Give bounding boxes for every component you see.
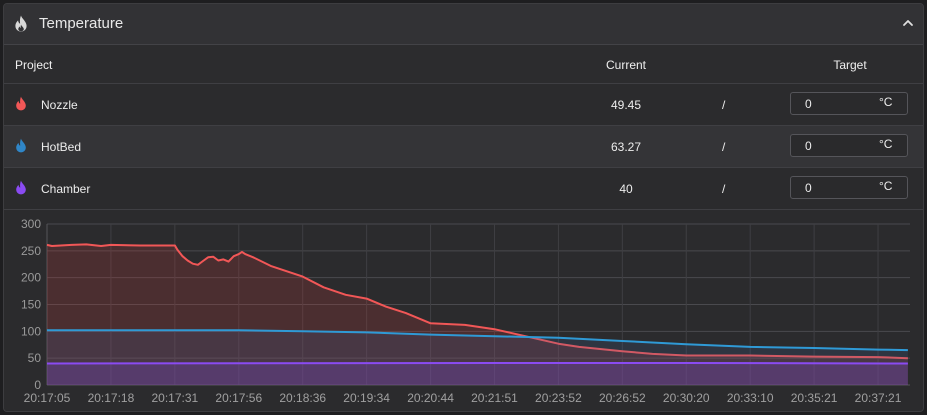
x-tick-label: 20:33:10 (727, 391, 774, 405)
x-tick-label: 20:37:21 (855, 391, 902, 405)
table-row-chamber: Chamber 40 / °C (4, 168, 923, 210)
current-temperature: 63.27 (610, 140, 642, 154)
row-name: Chamber (41, 182, 91, 196)
chamber-area (47, 363, 908, 385)
temperature-chart: 0 50 100 150 200 250 300 20:17:05 20:17:18 20:17:… (4, 210, 923, 411)
y-tick-label: 200 (21, 271, 41, 285)
target-temperature-input[interactable] (791, 93, 871, 114)
separator: / (722, 140, 726, 154)
y-tick-label: 0 (34, 378, 41, 392)
x-tick-label: 20:21:51 (471, 391, 518, 405)
nozzle-flame-icon (15, 96, 27, 114)
hotbed-flame-icon (15, 138, 27, 156)
target-temperature-input[interactable] (791, 177, 871, 198)
chevron-up-icon[interactable] (902, 16, 914, 34)
row-name: Nozzle (41, 98, 78, 112)
separator: / (722, 98, 726, 112)
panel-title: Temperature (39, 15, 124, 32)
unit-label: °C (879, 95, 893, 109)
x-tick-label: 20:35:21 (791, 391, 838, 405)
y-tick-label: 300 (21, 217, 41, 231)
x-tick-label: 20:18:36 (279, 391, 326, 405)
hotbed-series-line (47, 329, 908, 352)
nozzle-area (47, 244, 908, 385)
x-tick-label: 20:23:52 (535, 391, 582, 405)
y-tick-label: 50 (28, 351, 42, 365)
table-row-nozzle: Nozzle 49.45 / °C (4, 84, 923, 126)
unit-label: °C (879, 137, 893, 151)
table-header: Project Current Target (4, 45, 923, 84)
x-tick-label: 20:26:52 (599, 391, 646, 405)
column-header-target: Target (833, 58, 867, 72)
separator: / (722, 182, 726, 196)
hotbed-area (47, 330, 908, 385)
chamber-flame-icon (15, 180, 27, 198)
x-tick-label: 20:17:56 (215, 391, 262, 405)
target-temperature-field[interactable]: °C (790, 134, 908, 157)
column-header-project: Project (15, 58, 53, 72)
table-row-hotbed: HotBed 63.27 / °C (4, 126, 923, 168)
row-name: HotBed (41, 140, 82, 154)
target-temperature-field[interactable]: °C (790, 176, 908, 199)
flame-icon (14, 15, 28, 37)
x-tick-label: 20:17:31 (151, 391, 198, 405)
current-temperature: 40 (619, 182, 633, 196)
y-tick-label: 150 (21, 298, 41, 312)
unit-label: °C (879, 179, 893, 193)
chamber-series-line (46, 362, 908, 365)
temperature-chart-svg: 0 50 100 150 200 250 300 20:17:05 20:17:18 20:17:… (21, 217, 910, 405)
y-tick-label: 250 (21, 244, 41, 258)
column-header-current: Current (605, 58, 646, 72)
x-tick-label: 20:17:18 (88, 391, 135, 405)
current-temperature: 49.45 (610, 98, 642, 112)
x-tick-label: 20:19:34 (343, 391, 390, 405)
y-tick-label: 100 (21, 324, 41, 338)
temperature-panel: Temperature Project Current Target Nozzl… (3, 3, 924, 412)
panel-header[interactable]: Temperature (4, 4, 923, 45)
x-tick-label: 20:30:20 (663, 391, 710, 405)
target-temperature-field[interactable]: °C (790, 92, 908, 115)
nozzle-series-line (46, 243, 908, 360)
x-tick-label: 20:17:05 (24, 391, 71, 405)
target-temperature-input[interactable] (791, 135, 871, 156)
x-tick-label: 20:20:44 (407, 391, 454, 405)
